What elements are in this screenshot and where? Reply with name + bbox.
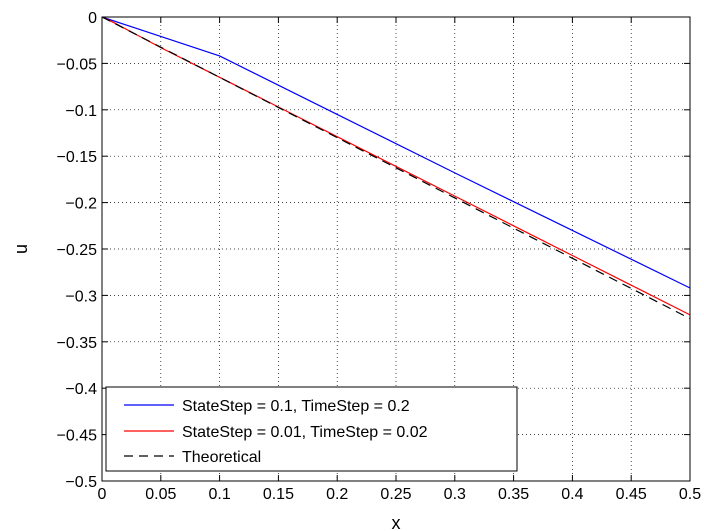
x-tick-label: 0.05	[145, 486, 176, 503]
grid	[102, 17, 690, 481]
ticks	[101, 16, 691, 482]
x-tick-label: 0.35	[498, 486, 529, 503]
series-group	[101, 16, 691, 320]
series-line-1	[101, 16, 691, 289]
x-tick-label: 0.25	[380, 486, 411, 503]
y-tick-label: −0.3	[65, 288, 97, 305]
x-tick-label: 0.2	[326, 486, 348, 503]
legend: StateStep = 0.1, TimeStep = 0.2 StateSte…	[105, 386, 518, 472]
y-tick-label: −0.35	[57, 335, 98, 352]
x-axis-title: x	[392, 513, 401, 531]
x-tick-label: 0	[98, 486, 107, 503]
x-tick-label: 0.1	[208, 486, 230, 503]
x-tick-label: 0.5	[679, 486, 701, 503]
y-tick-label: −0.5	[65, 474, 97, 491]
y-tick-label: 0	[88, 10, 97, 27]
series-line-2	[101, 16, 691, 316]
y-tick-label: −0.25	[57, 242, 98, 259]
x-tick-label: 0.4	[561, 486, 583, 503]
legend-label-series-1: StateStep = 0.1, TimeStep = 0.2	[182, 398, 410, 415]
x-tick-label: 0.3	[444, 486, 466, 503]
legend-label-series-3: Theoretical	[182, 449, 261, 466]
y-tick-label: −0.05	[57, 56, 98, 73]
y-axis-title: u	[11, 244, 31, 254]
y-tick-label: −0.15	[57, 149, 98, 166]
tick-labels: 0 0.05 0.1 0.15 0.2 0.25 0.3 0.35 0.4 0.45 0.50−0.…	[57, 10, 702, 503]
y-tick-label: −0.45	[57, 428, 98, 445]
series-line-3	[101, 16, 691, 320]
y-tick-label: −0.2	[65, 196, 97, 213]
y-tick-label: −0.4	[65, 381, 97, 398]
legend-box	[105, 386, 518, 472]
x-tick-label: 0.15	[263, 486, 294, 503]
y-tick-label: −0.1	[65, 103, 97, 120]
x-tick-label: 0.45	[616, 486, 647, 503]
legend-label-series-2: StateStep = 0.01, TimeStep = 0.02	[182, 424, 428, 441]
